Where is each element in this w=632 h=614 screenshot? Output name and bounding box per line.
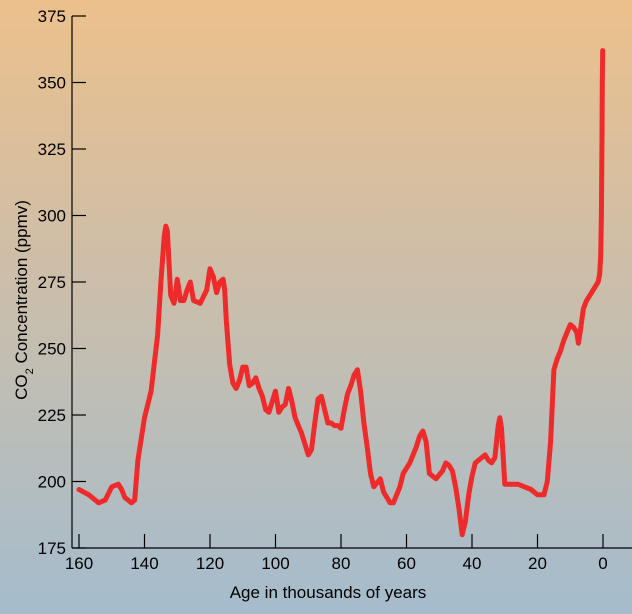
y-axis-title: CO2 Concentration (ppmv) [12,200,36,400]
x-tick-label: 80 [332,554,351,573]
axes [71,15,632,549]
y-tick-label: 275 [38,273,66,292]
y-tick-label: 325 [38,140,66,159]
x-tick-label: 160 [65,554,93,573]
x-tick-label: 20 [528,554,547,573]
y-axis-title-rest: Concentration (ppmv) [12,200,31,368]
x-tick-label: 120 [196,554,224,573]
y-tick-label: 225 [38,406,66,425]
co2-series-line [76,48,606,538]
y-tick-label: 200 [38,473,66,492]
y-tick-label: 250 [38,340,66,359]
x-tick-label: 100 [261,554,289,573]
y-tick-label: 375 [38,7,66,26]
y-axis-title-subscript: 2 [24,368,36,374]
y-tick-label: 300 [38,207,66,226]
y-tick-label: 175 [38,539,66,558]
y-tick-label: 350 [38,74,66,93]
y-axis-title-main: CO [12,374,31,400]
x-tick-label: 0 [598,554,607,573]
x-tick-label: 40 [463,554,482,573]
x-tick-label: 60 [397,554,416,573]
x-axis-title: Age in thousands of years [230,583,427,602]
x-tick-label: 140 [130,554,158,573]
